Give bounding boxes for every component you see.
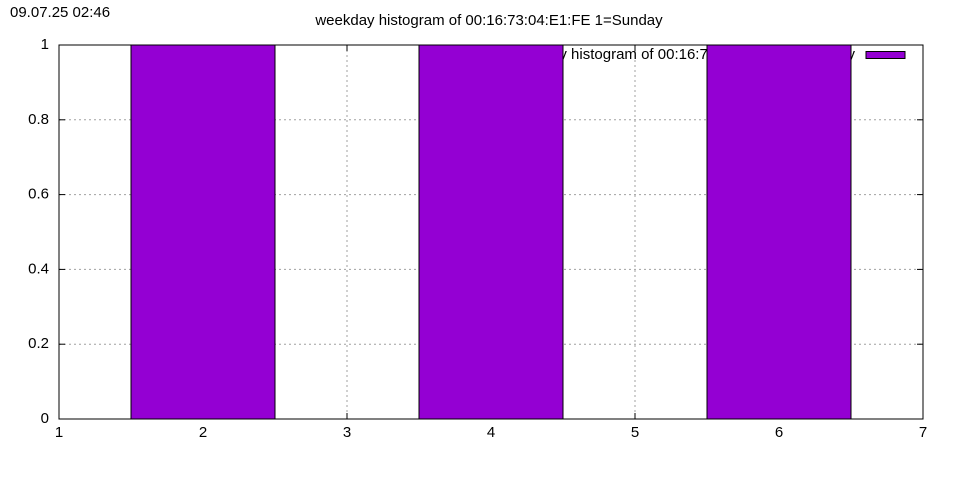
y-tick-label: 0.2 [28,335,49,352]
x-tick-label: 3 [343,424,351,441]
legend-swatch [865,51,906,59]
x-tick-label: 4 [487,424,495,441]
bar [706,44,852,420]
plot-frame [58,44,924,420]
bar [130,44,276,420]
y-tick-label: 1 [41,36,49,53]
y-tick-label: 0.6 [28,186,49,203]
x-tick-label: 5 [631,424,639,441]
x-tick-label: 7 [919,424,927,441]
y-tick-label: 0.8 [28,111,49,128]
x-tick-label: 2 [199,424,207,441]
y-tick-label: 0.4 [28,260,49,277]
x-tick-label: 6 [775,424,783,441]
y-tick-label: 0 [41,410,49,427]
chart-title: weekday histogram of 00:16:73:04:E1:FE 1… [314,12,663,29]
x-tick-label: 1 [55,424,63,441]
timestamp: 09.07.25 02:46 [10,4,110,21]
bar [418,44,564,420]
